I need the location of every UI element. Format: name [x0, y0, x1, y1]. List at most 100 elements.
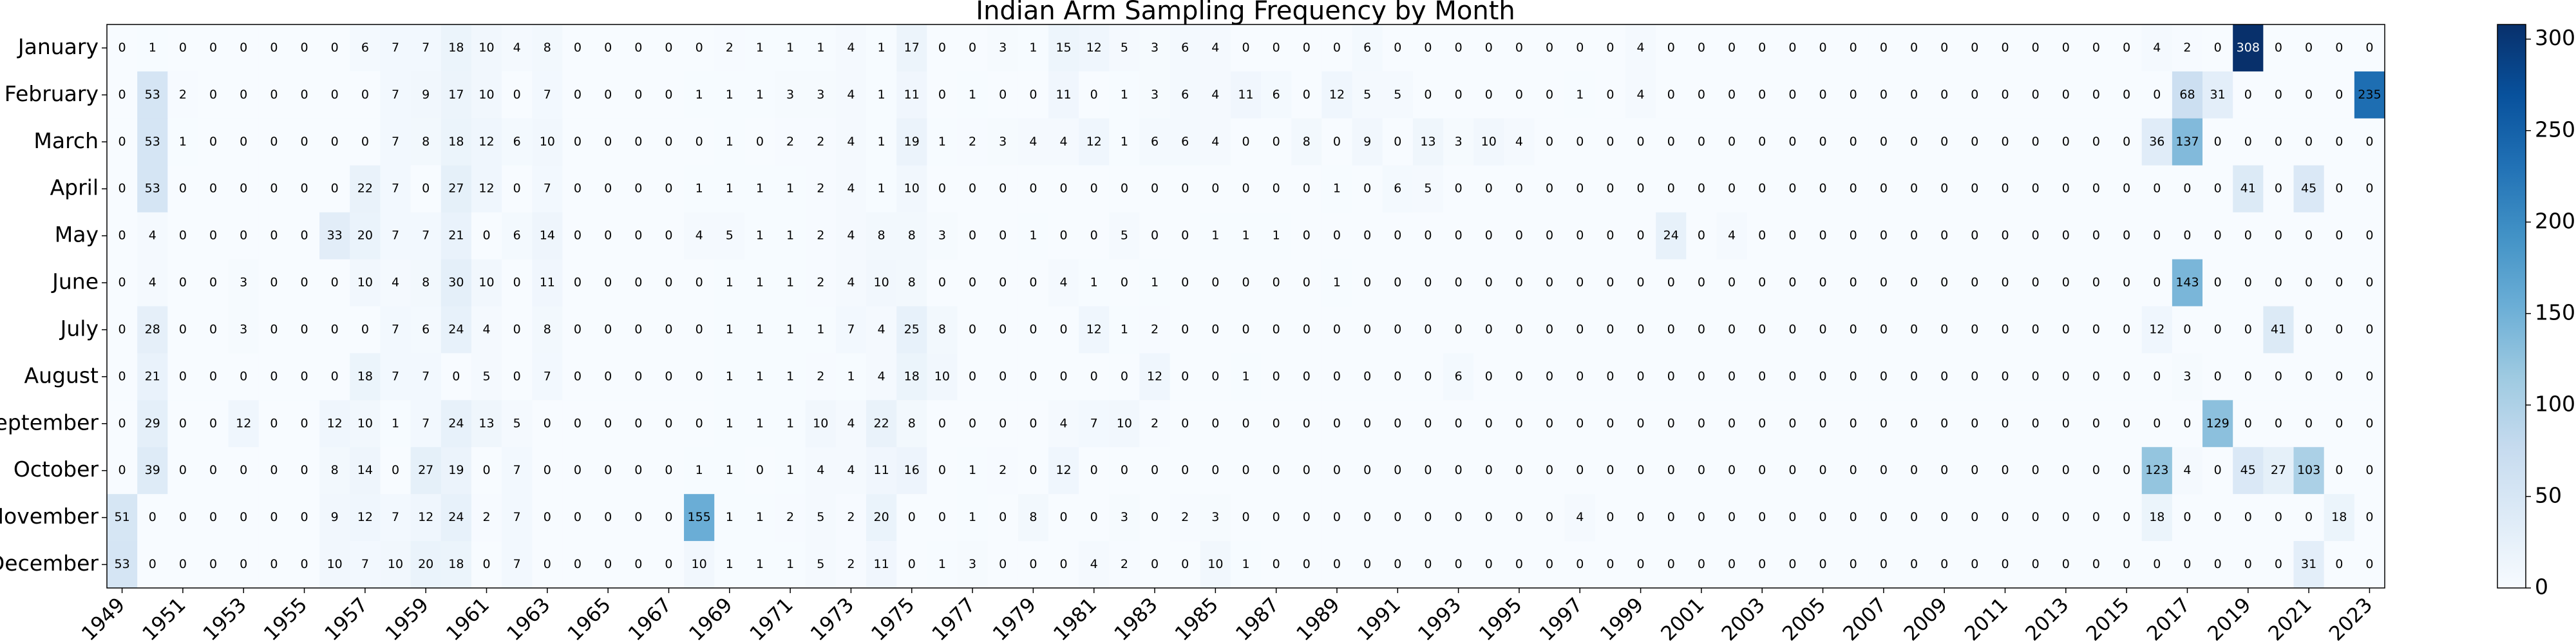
- heat-cell: [1899, 212, 1930, 260]
- heat-cell: [350, 353, 381, 401]
- heat-cell: [1959, 118, 1991, 166]
- cell-label: 0: [2062, 41, 2070, 55]
- heat-cell: [623, 400, 654, 448]
- heat-cell: [350, 541, 381, 589]
- cell-label: 0: [1211, 463, 1219, 477]
- cell-label: 0: [2153, 229, 2161, 243]
- heat-cell: [228, 71, 260, 119]
- cell-label: 0: [1880, 369, 1888, 383]
- cell-label: 0: [665, 88, 672, 102]
- chart-title: Indian Arm Sampling Frequency by Month: [976, 0, 1515, 26]
- cell-label: 0: [604, 229, 612, 243]
- cell-label: 8: [544, 41, 551, 55]
- cell-label: 0: [1090, 369, 1098, 383]
- cell-label: 1: [756, 41, 764, 55]
- heat-cell: [2233, 71, 2264, 119]
- heat-cell: [927, 353, 958, 401]
- cell-label: 0: [2153, 88, 2161, 102]
- heat-cell: [775, 212, 806, 260]
- heat-cell: [1139, 259, 1171, 307]
- cell-label: 0: [2335, 463, 2343, 477]
- cell-label: 0: [2365, 276, 2373, 290]
- heat-cell: [1170, 71, 1201, 119]
- cell-label: 0: [1455, 557, 1463, 571]
- cell-label: 0: [1971, 416, 1978, 430]
- cell-label: 0: [1424, 322, 1432, 336]
- heat-cell: [410, 541, 442, 589]
- heat-cell: [2081, 541, 2112, 589]
- cell-label: 0: [1121, 463, 1128, 477]
- heat-cell: [1170, 353, 1201, 401]
- heat-cell: [1686, 259, 1717, 307]
- cell-label: 1: [726, 463, 734, 477]
- heat-cell: [167, 165, 198, 213]
- heat-cell: [2324, 447, 2355, 495]
- heat-cell: [350, 306, 381, 354]
- cell-label: 0: [665, 369, 672, 383]
- cell-label: 0: [209, 557, 217, 571]
- heat-cell: [1899, 165, 1930, 213]
- x-tick-label: 2021: [2264, 593, 2316, 644]
- heat-cell: [744, 165, 776, 213]
- y-tick-label: January: [17, 34, 99, 59]
- heat-cell: [1230, 24, 1262, 72]
- heat-cell: [1686, 212, 1717, 260]
- heat-cell: [2233, 400, 2264, 448]
- heat-cell: [1382, 71, 1414, 119]
- cell-label: 0: [1971, 322, 1978, 336]
- heat-cell: [1747, 306, 1778, 354]
- cell-label: 53: [145, 88, 160, 102]
- heat-cell: [2020, 71, 2051, 119]
- cell-label: 0: [1910, 322, 1918, 336]
- cell-label: 18: [904, 369, 920, 383]
- heat-cell: [350, 259, 381, 307]
- cell-label: 0: [2123, 369, 2130, 383]
- cell-label: 0: [2062, 135, 2070, 149]
- heat-cell: [1534, 447, 1566, 495]
- cell-label: 0: [2092, 557, 2100, 571]
- cell-label: 0: [1363, 416, 1371, 430]
- cell-label: 0: [1546, 416, 1553, 430]
- heat-cell: [835, 165, 867, 213]
- x-tick-label: 1957: [320, 593, 372, 644]
- heat-cell: [137, 212, 168, 260]
- cell-label: 0: [1788, 41, 1796, 55]
- heat-cell: [410, 212, 442, 260]
- cell-label: 0: [544, 463, 551, 477]
- cell-label: 1: [756, 510, 764, 524]
- x-tick-label: 1987: [1231, 593, 1283, 644]
- heat-cell: [1412, 259, 1444, 307]
- heat-cell: [1321, 118, 1353, 166]
- x-tick-label: 1995: [1474, 593, 1526, 644]
- cell-label: 1: [1576, 88, 1584, 102]
- heat-cell: [1747, 118, 1778, 166]
- heat-cell: [1170, 306, 1201, 354]
- cell-label: 0: [1606, 463, 1614, 477]
- heat-cell: [714, 400, 745, 448]
- cell-label: 0: [696, 276, 703, 290]
- heat-cell: [684, 212, 715, 260]
- cell-label: 0: [2244, 416, 2252, 430]
- heat-cell: [1170, 24, 1201, 72]
- cell-label: 0: [1819, 88, 1826, 102]
- cell-label: 12: [478, 135, 494, 149]
- heat-cell: [350, 400, 381, 448]
- heat-cell: [2020, 541, 2051, 589]
- cell-label: 0: [1424, 276, 1432, 290]
- cell-label: 9: [422, 88, 430, 102]
- heat-cell: [2111, 447, 2143, 495]
- cell-label: 0: [604, 369, 612, 383]
- heat-cell: [562, 447, 594, 495]
- heat-cell: [167, 306, 198, 354]
- cell-label: 0: [1029, 322, 1037, 336]
- colorbar-tick-label: 300: [2535, 25, 2575, 50]
- cell-label: 0: [665, 229, 672, 243]
- heat-cell: [714, 212, 745, 260]
- cell-label: 1: [756, 369, 764, 383]
- cell-label: 0: [2335, 276, 2343, 290]
- cell-label: 0: [1273, 276, 1280, 290]
- cell-label: 0: [1576, 463, 1584, 477]
- cell-label: 1: [1151, 276, 1159, 290]
- cell-label: 0: [665, 416, 672, 430]
- cell-label: 29: [145, 416, 160, 430]
